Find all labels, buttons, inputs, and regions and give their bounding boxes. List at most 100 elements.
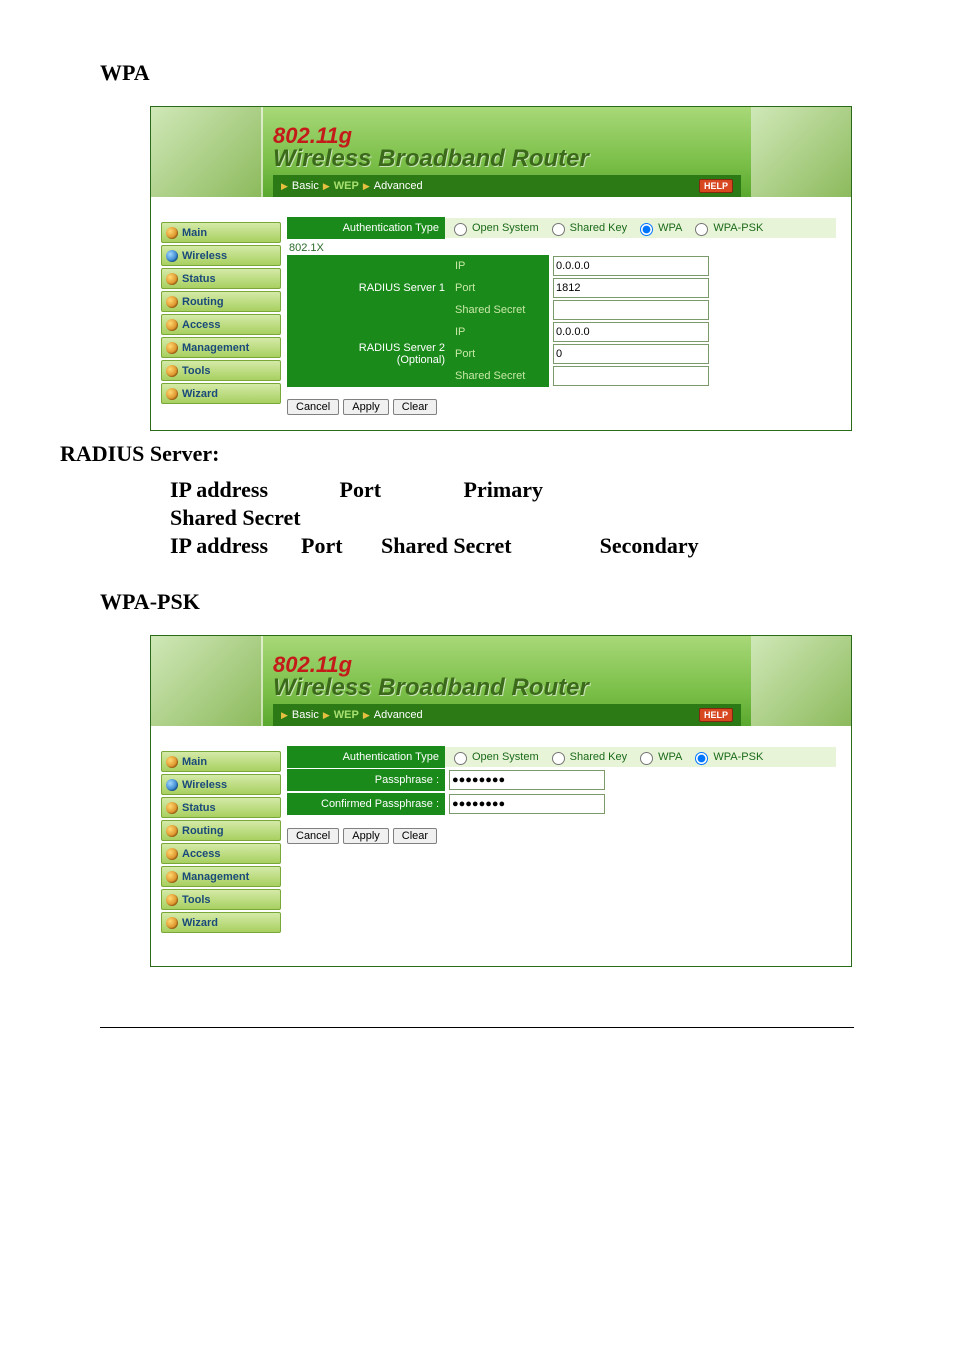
opt-label: WPA-PSK xyxy=(713,222,763,234)
nav-label: Tools xyxy=(182,365,211,377)
auth-wpapsk-option[interactable]: WPA-PSK xyxy=(690,749,763,765)
sidebar-item-wizard[interactable]: Wizard xyxy=(161,912,281,933)
breadcrumb-basic[interactable]: Basic xyxy=(292,709,319,721)
opt-label: Open System xyxy=(472,222,539,234)
auth-wpa-option[interactable]: WPA xyxy=(635,749,682,765)
nav-label: Wizard xyxy=(182,388,218,400)
radius-server2-label: RADIUS Server 2 (Optional) xyxy=(287,321,451,387)
passphrase-row: Passphrase : xyxy=(287,768,836,792)
server1-ip-input[interactable] xyxy=(553,256,709,276)
sidebar-item-status[interactable]: Status xyxy=(161,797,281,818)
nav-label: Wireless xyxy=(182,250,227,262)
sidebar-item-wireless[interactable]: Wireless xyxy=(161,774,281,795)
title-802: 802.11g xyxy=(273,125,741,147)
sidebar-item-wizard[interactable]: Wizard xyxy=(161,383,281,404)
auth-open-option[interactable]: Open System xyxy=(449,220,539,236)
radio-icon[interactable] xyxy=(640,223,653,236)
sidebar-item-tools[interactable]: Tools xyxy=(161,360,281,381)
breadcrumb-wep[interactable]: WEP xyxy=(334,709,359,721)
radio-icon[interactable] xyxy=(695,223,708,236)
text-ip: IP address xyxy=(170,477,268,502)
radius-text-block: IP address Port Primary Shared Secret IP… xyxy=(170,477,894,559)
bullet-icon xyxy=(166,848,178,860)
header-title-block: 802.11g Wireless Broadband Router ▶ Basi… xyxy=(263,107,751,197)
text-ss2: Shared Secret xyxy=(381,533,512,558)
nav-label: Main xyxy=(182,756,207,768)
breadcrumb-advanced[interactable]: Advanced xyxy=(374,180,423,192)
bullet-icon xyxy=(166,273,178,285)
breadcrumb-advanced[interactable]: Advanced xyxy=(374,709,423,721)
auth-wpapsk-option[interactable]: WPA-PSK xyxy=(690,220,763,236)
auth-type-options: Open System Shared Key WPA WPA-PSK xyxy=(445,747,836,767)
radio-icon[interactable] xyxy=(552,223,565,236)
help-button[interactable]: HELP xyxy=(699,708,733,722)
radio-icon[interactable] xyxy=(695,752,708,765)
apply-button[interactable]: Apply xyxy=(343,399,389,415)
chevron-right-icon: ▶ xyxy=(323,710,330,721)
nav-label: Management xyxy=(182,342,249,354)
header-image-right xyxy=(751,636,851,726)
bullet-icon xyxy=(166,388,178,400)
auth-open-option[interactable]: Open System xyxy=(449,749,539,765)
sidebar-item-wireless[interactable]: Wireless xyxy=(161,245,281,266)
panel-body: Main Wireless Status Routing Access Mana… xyxy=(151,726,851,966)
server2-secret-input[interactable] xyxy=(553,366,709,386)
clear-button[interactable]: Clear xyxy=(393,828,437,844)
radio-icon[interactable] xyxy=(552,752,565,765)
auth-wpa-option[interactable]: WPA xyxy=(635,220,682,236)
auth-type-label: Authentication Type xyxy=(287,217,445,239)
auth-shared-option[interactable]: Shared Key xyxy=(547,749,627,765)
help-button[interactable]: HELP xyxy=(699,179,733,193)
field-port-label: Port xyxy=(451,343,549,365)
panel-header: 802.11g Wireless Broadband Router ▶ Basi… xyxy=(151,636,851,726)
passphrase-label: Passphrase : xyxy=(287,769,445,791)
bullet-icon xyxy=(166,365,178,377)
radio-icon[interactable] xyxy=(454,223,467,236)
heading-wpapsk: WPA-PSK xyxy=(100,589,894,615)
wpa-router-panel: 802.11g Wireless Broadband Router ▶ Basi… xyxy=(150,106,852,431)
breadcrumb-wep[interactable]: WEP xyxy=(334,180,359,192)
sidebar-item-access[interactable]: Access xyxy=(161,843,281,864)
nav-label: Status xyxy=(182,273,216,285)
text-port: Port xyxy=(340,477,382,502)
confirm-passphrase-input[interactable] xyxy=(449,794,605,814)
bullet-icon xyxy=(166,802,178,814)
sidebar-nav: Main Wireless Status Routing Access Mana… xyxy=(151,726,287,966)
server2-port-input[interactable] xyxy=(553,344,709,364)
text-secondary: Secondary xyxy=(600,533,699,558)
opt-label: Shared Key xyxy=(570,751,627,763)
sidebar-item-management[interactable]: Management xyxy=(161,337,281,358)
sidebar-item-access[interactable]: Access xyxy=(161,314,281,335)
content-area: Authentication Type Open System Shared K… xyxy=(287,197,851,430)
server1-port-input[interactable] xyxy=(553,278,709,298)
sidebar-item-main[interactable]: Main xyxy=(161,222,281,243)
server1-secret-input[interactable] xyxy=(553,300,709,320)
content-area: Authentication Type Open System Shared K… xyxy=(287,726,851,966)
passphrase-input[interactable] xyxy=(449,770,605,790)
sidebar-nav: Main Wireless Status Routing Access Mana… xyxy=(151,197,287,430)
title-main: Wireless Broadband Router xyxy=(273,676,741,700)
sidebar-item-tools[interactable]: Tools xyxy=(161,889,281,910)
sidebar-item-routing[interactable]: Routing xyxy=(161,820,281,841)
server2-ip-input[interactable] xyxy=(553,322,709,342)
auth-shared-option[interactable]: Shared Key xyxy=(547,220,627,236)
button-row: Cancel Apply Clear xyxy=(287,399,836,415)
sidebar-item-main[interactable]: Main xyxy=(161,751,281,772)
opt-label: Open System xyxy=(472,751,539,763)
breadcrumb-basic[interactable]: Basic xyxy=(292,180,319,192)
sidebar-item-management[interactable]: Management xyxy=(161,866,281,887)
radio-icon[interactable] xyxy=(454,752,467,765)
sidebar-item-routing[interactable]: Routing xyxy=(161,291,281,312)
cancel-button[interactable]: Cancel xyxy=(287,828,339,844)
radio-icon[interactable] xyxy=(640,752,653,765)
clear-button[interactable]: Clear xyxy=(393,399,437,415)
radius-server1-block: RADIUS Server 1 IP Port Shared Secret xyxy=(287,255,836,321)
bullet-icon xyxy=(166,871,178,883)
auth-type-row: Authentication Type Open System Shared K… xyxy=(287,217,836,239)
bullet-icon xyxy=(166,296,178,308)
radius-server2-block: RADIUS Server 2 (Optional) IP Port Share… xyxy=(287,321,836,387)
cancel-button[interactable]: Cancel xyxy=(287,399,339,415)
apply-button[interactable]: Apply xyxy=(343,828,389,844)
header-image-right xyxy=(751,107,851,197)
sidebar-item-status[interactable]: Status xyxy=(161,268,281,289)
